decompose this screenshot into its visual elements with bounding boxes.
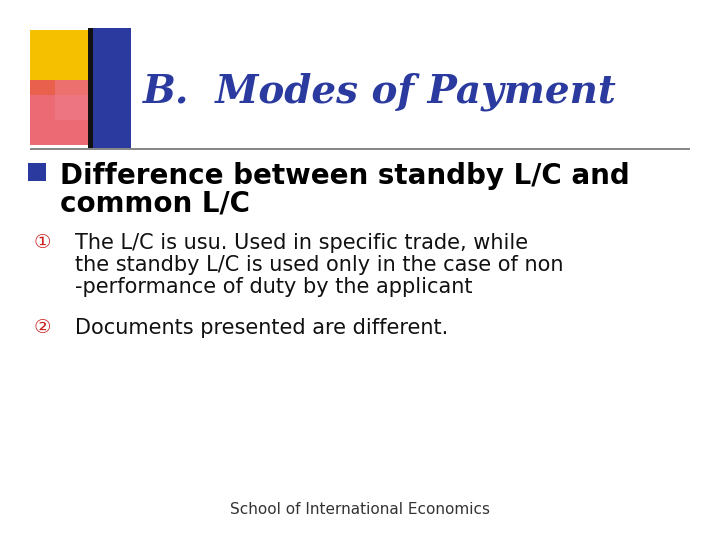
- Text: ①: ①: [33, 233, 50, 252]
- Text: ②: ②: [33, 318, 50, 337]
- Text: B.  Modes of Payment: B. Modes of Payment: [143, 73, 617, 111]
- Bar: [55, 80, 95, 120]
- Bar: [93, 28, 131, 150]
- Bar: [88, 28, 93, 150]
- Text: common L/C: common L/C: [60, 190, 250, 218]
- Text: The L/C is usu. Used in specific trade, while: The L/C is usu. Used in specific trade, …: [75, 233, 528, 253]
- Bar: [30, 148, 690, 150]
- Bar: [28, 163, 46, 181]
- Bar: [30, 80, 95, 145]
- Text: Difference between standby L/C and: Difference between standby L/C and: [60, 162, 630, 190]
- Text: -performance of duty by the applicant: -performance of duty by the applicant: [75, 277, 472, 297]
- Text: Documents presented are different.: Documents presented are different.: [75, 318, 449, 338]
- Text: the standby L/C is used only in the case of non: the standby L/C is used only in the case…: [75, 255, 564, 275]
- Text: School of International Economics: School of International Economics: [230, 503, 490, 517]
- Bar: [30, 30, 95, 95]
